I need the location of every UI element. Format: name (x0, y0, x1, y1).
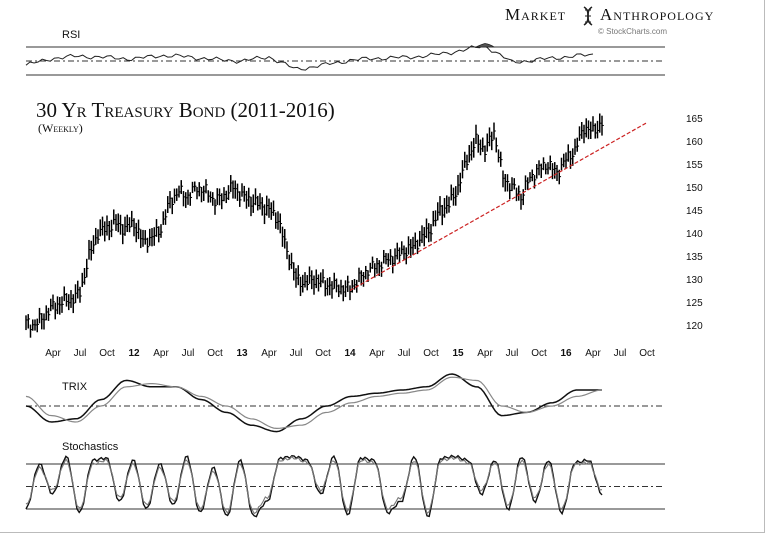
price-x-tick-label: Oct (99, 348, 115, 359)
trix-series-line (25, 373, 602, 433)
price-x-tick-label: Jul (506, 348, 519, 359)
brand-name-part2: Anthropology (600, 5, 715, 24)
price-x-tick-label: 13 (236, 348, 248, 359)
price-x-tick-label: Apr (477, 348, 493, 359)
price-x-tick-label: Apr (369, 348, 385, 359)
price-x-tick-label: Apr (585, 348, 601, 359)
price-x-tick-label: Jul (290, 348, 303, 359)
trix-label: TRIX (62, 381, 88, 393)
price-x-tick-label: Apr (153, 348, 169, 359)
price-x-tick-label: 16 (560, 348, 572, 359)
price-chart-title: 30 Yr Treasury Bond (2011-2016) (36, 98, 335, 122)
price-x-tick-label: Jul (74, 348, 87, 359)
price-x-tick-label: Apr (45, 348, 61, 359)
dna-helix-icon (583, 6, 593, 26)
price-x-tick-label: Oct (531, 348, 547, 359)
price-y-tick-label: 140 (686, 229, 703, 240)
price-x-tick-label: 12 (128, 348, 140, 359)
price-x-tick-label: 15 (452, 348, 464, 359)
price-y-tick-label: 120 (686, 321, 703, 332)
price-y-tick-label: 160 (686, 137, 703, 148)
rsi-overbought-fill (475, 43, 496, 48)
price-y-tick-label: 165 (686, 114, 703, 125)
price-x-tick-label: Oct (207, 348, 223, 359)
price-y-tick-label: 135 (686, 252, 703, 263)
price-x-tick-label: Jul (614, 348, 627, 359)
price-x-tick-label: Oct (639, 348, 655, 359)
price-y-tick-label: 130 (686, 275, 703, 286)
price-y-tick-label: 150 (686, 183, 703, 194)
support-trendline (349, 122, 648, 292)
stockcharts-credit: © StockCharts.com (598, 27, 668, 36)
price-x-tick-label: Oct (315, 348, 331, 359)
price-x-tick-label: 14 (344, 348, 356, 359)
price-x-tick-label: Jul (398, 348, 411, 359)
stoch-d-line (25, 455, 603, 515)
rsi-label: RSI (62, 29, 81, 41)
price-y-tick-label: 145 (686, 206, 703, 217)
stochastics-label: Stochastics (62, 441, 119, 453)
brand-name-part1: Market (505, 5, 567, 24)
price-x-tick-label: Jul (182, 348, 195, 359)
price-chart-subtitle: (Weekly) (38, 121, 83, 135)
rsi-series-line (25, 44, 594, 71)
price-y-tick-label: 125 (686, 298, 703, 309)
price-y-tick-label: 155 (686, 160, 703, 171)
price-x-tick-label: Apr (261, 348, 277, 359)
price-x-tick-label: Oct (423, 348, 439, 359)
trix-signal-line (25, 376, 603, 430)
